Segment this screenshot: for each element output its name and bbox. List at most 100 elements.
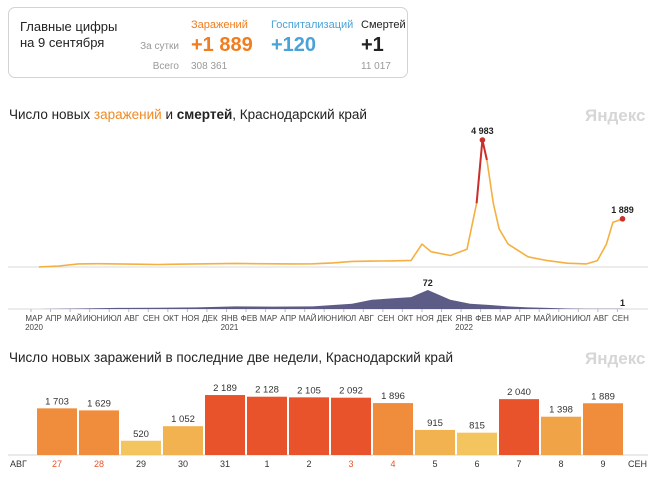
x-tick-label: ДЕК	[437, 314, 453, 323]
bar-value-label: 1 703	[45, 396, 69, 407]
x-tick-label: СЕН	[612, 314, 629, 323]
infections-total: 308 361	[191, 61, 228, 72]
bar	[583, 403, 623, 455]
x-tick-label: ДЕК	[202, 314, 218, 323]
hospitalizations-today: +120	[271, 34, 317, 56]
deaths-total: 11 017	[361, 61, 391, 72]
bar	[499, 399, 539, 455]
bar	[373, 403, 413, 455]
x-tick-label: МАЙ	[64, 314, 82, 323]
deaths-peak-label: 72	[423, 278, 433, 288]
bar-value-label: 915	[427, 418, 443, 429]
x-tick-label: АВГ	[359, 314, 375, 323]
bar	[163, 426, 203, 455]
x-tick-label: ЯНВ	[456, 314, 473, 323]
infections-last-dot	[619, 216, 626, 222]
x-category-label: 2	[306, 459, 311, 469]
month-label-right: СЕН	[628, 459, 647, 469]
x-tick-label: СЕН	[143, 314, 160, 323]
bar	[541, 416, 581, 455]
bar-value-label: 520	[133, 429, 149, 440]
bar	[205, 395, 245, 455]
row-label-total: Всего	[152, 61, 179, 72]
x-category-label: 6	[474, 459, 479, 469]
x-tick-label: ОКТ	[163, 314, 179, 323]
x-category-label: 5	[432, 459, 437, 469]
x-tick-year: 2021	[221, 323, 239, 332]
two-weeks-bar-chart: 1 703 2 7 1 629 28 520 29 1 052 30 2 189 31 2 128 1 2…	[8, 383, 648, 469]
x-tick-label: НОЯ	[416, 314, 434, 323]
x-category-label: 4	[390, 459, 395, 469]
deaths-label: Смертей	[361, 19, 406, 31]
bar	[121, 440, 161, 455]
deaths-area	[39, 290, 623, 309]
bar	[247, 396, 287, 455]
bar	[79, 410, 119, 455]
x-tick-label: ИЮН	[83, 314, 103, 323]
x-tick-year: 2020	[25, 323, 43, 332]
x-tick-year: 2022	[455, 323, 473, 332]
x-category-label: 31	[220, 459, 230, 469]
chart2-title: Число новых заражений в последние две не…	[9, 350, 453, 365]
x-tick-label: ИЮЛ	[572, 314, 591, 323]
infections-peak-dot	[479, 137, 486, 143]
chart1-title: Число новых заражений и смертей, Краснод…	[9, 107, 367, 122]
bar	[331, 397, 371, 455]
x-tick-label: ИЮН	[317, 314, 337, 323]
deaths-last-label: 1	[620, 298, 625, 308]
x-tick-label: АПР	[45, 314, 61, 323]
bar-value-label: 2 128	[255, 385, 279, 396]
infections-last-label: 1 889	[611, 205, 634, 215]
x-tick-label: АПР	[280, 314, 296, 323]
chart1-watermark: Яндекс	[585, 106, 646, 125]
x-tick-label: АВГ	[124, 314, 140, 323]
bar-value-label: 1 896	[381, 391, 405, 402]
bar-value-label: 2 040	[507, 387, 531, 398]
x-tick-label: МАЙ	[299, 314, 317, 323]
x-category-label: 3	[348, 459, 353, 469]
x-tick-label: МАР	[260, 314, 277, 323]
x-category-label: 7	[516, 459, 521, 469]
x-tick-label: ЯНВ	[221, 314, 238, 323]
infections-line	[38, 139, 623, 268]
bar	[457, 432, 497, 455]
infections-peak-line	[475, 139, 488, 204]
bar-value-label: 1 398	[549, 405, 573, 416]
x-tick-label: ИЮЛ	[103, 314, 122, 323]
bar-value-label: 1 889	[591, 391, 615, 402]
bar	[415, 429, 455, 455]
bar	[289, 397, 329, 455]
infections-today: +1 889	[191, 34, 253, 56]
infections-peak-label: 4 983	[471, 126, 494, 136]
bar-value-label: 2 105	[297, 385, 321, 396]
x-tick-label: ФЕВ	[241, 314, 258, 323]
x-tick-label: МАР	[494, 314, 511, 323]
x-tick-label: ФЕВ	[475, 314, 492, 323]
bar-value-label: 1 052	[171, 414, 195, 425]
infections-label: Заражений	[191, 19, 248, 31]
x-category-label: 28	[94, 459, 104, 469]
x-category-label: 30	[178, 459, 188, 469]
x-tick-label: ОКТ	[398, 314, 414, 323]
hospitalizations-label: Госпитализаций	[271, 19, 354, 31]
x-tick-label: СЕН	[377, 314, 394, 323]
bar-value-label: 1 629	[87, 398, 111, 409]
x-tick-label: МАР	[25, 314, 42, 323]
chart2-watermark: Яндекс	[585, 349, 646, 368]
row-label-today: За сутки	[140, 41, 179, 52]
x-tick-label: МАЙ	[533, 314, 551, 323]
x-category-label: 9	[600, 459, 605, 469]
x-tick-label: АПР	[515, 314, 531, 323]
x-category-label: 29	[136, 459, 146, 469]
bar-value-label: 2 189	[213, 383, 237, 394]
x-category-label: 8	[558, 459, 563, 469]
x-tick-label: НОЯ	[182, 314, 200, 323]
summary-card: Главные цифры на 9 сентября За сутки Все…	[8, 7, 408, 78]
x-tick-label: ИЮН	[552, 314, 572, 323]
bar-value-label: 2 092	[339, 386, 363, 397]
x-category-label: 1	[264, 459, 269, 469]
x-tick-label: ИЮЛ	[337, 314, 356, 323]
deaths-today: +1	[361, 34, 384, 56]
summary-title: Главные цифры на 9 сентября	[20, 19, 118, 50]
